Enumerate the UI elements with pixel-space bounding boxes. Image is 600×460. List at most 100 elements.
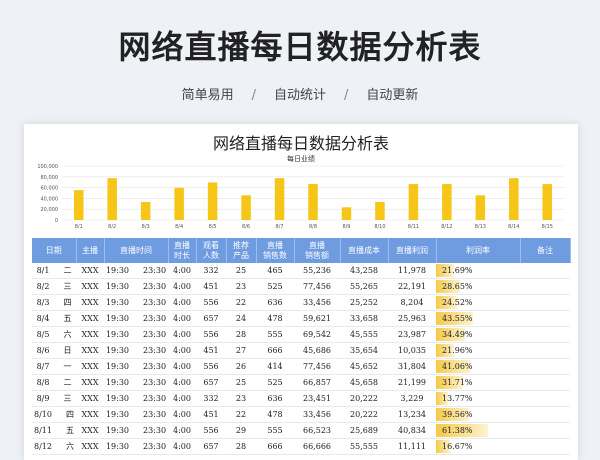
header-label: 直播利润 [396, 245, 428, 255]
cell-text: 77,456 [303, 282, 331, 291]
cell-text: XXX [81, 314, 99, 323]
cell-viewers: 556 [196, 422, 226, 439]
cell-text: 三 [63, 282, 72, 291]
cell-live-time: 19:30 23:30 [104, 438, 168, 455]
table-row: 8/4 五 XXX 19:30 23:30 4:00 657 24 478 59,621 33,65… [32, 310, 570, 327]
cell-profit: 31,804 [388, 358, 436, 375]
cell-text: 23:30 [143, 266, 167, 275]
chart-bar [442, 184, 452, 220]
header-label: 主播 [82, 245, 98, 255]
cell-text: 45,652 [350, 362, 378, 371]
cell-text: 657 [203, 378, 219, 387]
daily-performance-chart: 100,000 80,000 60,000 40,000 20,000 0 8/1 8/2 8/… [37, 164, 564, 230]
cell-text: 19:30 [105, 330, 129, 339]
chart-bar [341, 207, 352, 220]
cell-profit: 13,234 [388, 406, 436, 423]
cell-text: 19:30 [105, 442, 129, 451]
table-row: 8/5 六 XXX 19:30 23:30 4:00 556 28 555 69,542 45,55… [32, 326, 570, 343]
cell-profit: 23,987 [388, 326, 436, 343]
cell-text: 4:00 [173, 330, 191, 339]
cell-text: 77,456 [303, 362, 331, 371]
tagline-easy: 简单易用 [181, 88, 234, 103]
cell-duration: 4:00 [168, 294, 196, 311]
cell-live-time: 19:30 23:30 [104, 406, 168, 423]
cell-text: 24 [235, 314, 247, 323]
cell-live-time: 19:30 23:30 [104, 326, 168, 343]
header-label: 观看 [203, 240, 219, 250]
cell-viewers: 332 [196, 263, 226, 279]
cell-text: 22 [235, 410, 247, 419]
cell-profit-rate: 31.71% [436, 374, 520, 391]
cell-text: 23:30 [143, 410, 167, 419]
header-products: 推荐 产品 [226, 238, 257, 263]
profit-rate-bar [436, 376, 463, 389]
cell-text: 四 [63, 298, 72, 307]
header-label: 直播 [267, 240, 283, 250]
cell-sales-count: 666 [256, 438, 294, 455]
cell-sales-count: 478 [256, 406, 294, 423]
cell-cost: 45,555 [340, 326, 388, 343]
cell-text: 23:30 [143, 394, 167, 403]
chart-bar [241, 195, 251, 220]
header-label: 直播 [174, 240, 190, 250]
table-row: 8/9 三 XXX 19:30 23:30 4:00 332 23 636 23,451 20,22… [32, 390, 570, 407]
cell-text: 478 [267, 314, 283, 323]
header-label: 产品 [233, 250, 249, 260]
cell-text: 21.96% [442, 346, 473, 355]
x-tick-label: 8/12 [441, 224, 452, 230]
cell-sales-amount: 59,621 [294, 310, 340, 327]
y-tick-label: 40,000 [41, 196, 59, 202]
header-label: 利润率 [466, 245, 490, 255]
cell-profit: 11,978 [388, 263, 436, 279]
cell-text: 28.65% [442, 282, 473, 291]
cell-text: XXX [81, 410, 99, 419]
cell-text: 8,204 [400, 298, 424, 307]
cell-text: XXX [81, 298, 99, 307]
x-tick-label: 8/5 [209, 224, 217, 230]
cell-profit: 22,191 [388, 278, 436, 295]
cell-text: 一 [63, 362, 72, 371]
cell-text: XXX [81, 442, 99, 451]
page-title: 网络直播每日数据分析表 [118, 28, 482, 66]
cell-remarks [520, 310, 570, 327]
cell-text: 69,542 [303, 330, 331, 339]
cell-text: 29 [235, 426, 247, 435]
profit-rate-bar [436, 360, 471, 373]
cell-cost: 55,555 [340, 438, 388, 455]
chart-title: 每日业绩 [287, 155, 315, 163]
cell-duration: 4:00 [168, 310, 196, 327]
x-tick-label: 8/6 [242, 224, 250, 230]
cell-text: 8/4 [36, 314, 50, 323]
cell-text: 19:30 [105, 394, 129, 403]
cell-text: 478 [267, 410, 283, 419]
cell-text: 4:00 [173, 266, 191, 275]
x-tick-label: 8/14 [508, 224, 519, 230]
cell-date: 8/2 三 [32, 278, 76, 295]
chart-bar [542, 184, 553, 220]
cell-text: 三 [63, 394, 72, 403]
cell-remarks [520, 438, 570, 455]
cell-text: 23:30 [143, 330, 167, 339]
profit-rate-bar [436, 328, 465, 341]
cell-date: 8/12 六 [32, 438, 76, 455]
cell-text: 33,456 [303, 298, 331, 307]
chart-bar [174, 187, 184, 220]
cell-text: 59,621 [303, 314, 331, 323]
cell-profit: 21,199 [388, 374, 436, 391]
tagline-separator: / [251, 88, 256, 103]
cell-duration: 4:00 [168, 278, 196, 295]
cell-text: 66,666 [303, 442, 331, 451]
cell-host: XXX [76, 278, 104, 295]
cell-sales-amount: 77,456 [294, 278, 340, 295]
cell-products: 23 [226, 390, 256, 407]
cell-text: 19:30 [105, 346, 129, 355]
cell-viewers: 332 [196, 390, 226, 407]
cell-text: 23:30 [143, 314, 167, 323]
header-live-time: 直播时间 [104, 238, 169, 263]
chart-bar [140, 201, 151, 220]
tagline-auto-update: 自动更新 [366, 88, 419, 103]
data-table: 日期 主播 直播时间 直播 时长 观看 人数 推荐 产品 直播 销售数 直播 销售额 直播成本 直播利润 利润… [32, 238, 571, 455]
cell-text: 636 [267, 298, 283, 307]
cell-text: 23,451 [303, 394, 331, 403]
cell-text: 8/3 [36, 298, 50, 307]
